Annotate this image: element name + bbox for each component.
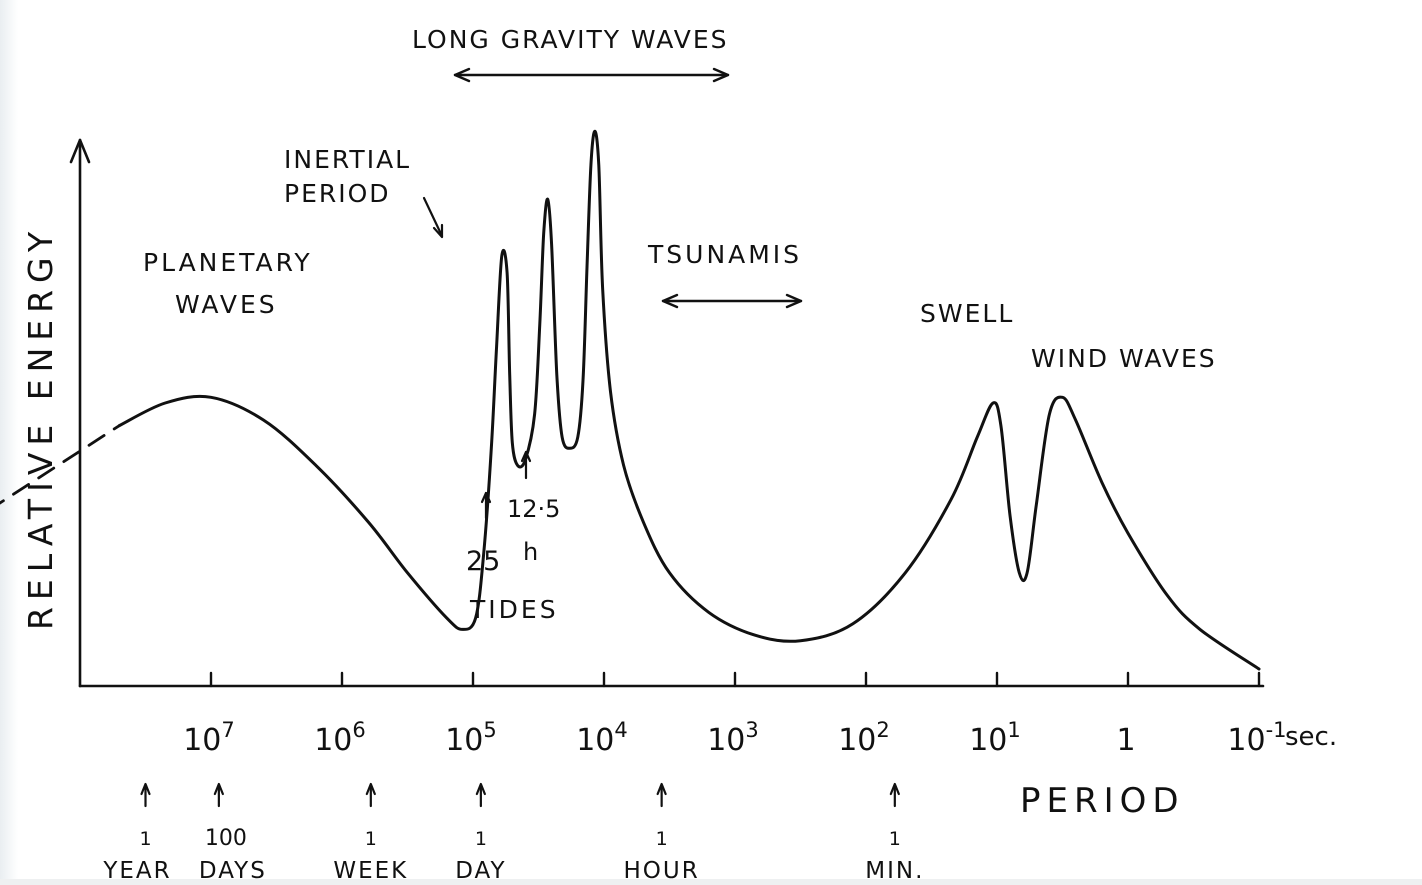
- tide-12-5h-pointer: [520, 450, 532, 480]
- x-unit-label: sec.: [1285, 722, 1337, 752]
- wind-waves-label: WIND WAVES: [1031, 344, 1217, 373]
- time-marker-label: HOUR: [624, 858, 700, 884]
- pointer-head: [520, 450, 532, 463]
- time-marker-arrowhead: [889, 782, 900, 796]
- arrow-head-right: [785, 293, 803, 309]
- time-marker-arrowhead: [213, 782, 224, 796]
- axes: [69, 138, 1265, 688]
- arrow-head-right: [712, 67, 730, 83]
- tide-12-5-label: 12·5: [507, 495, 560, 523]
- x-tick-label: 103: [707, 718, 759, 758]
- time-marker-value: 1: [365, 828, 377, 850]
- tide-25h-pointer: [480, 491, 492, 520]
- tsunamis-label: TSUNAMIS: [647, 240, 802, 269]
- x-tick-exponent: 1: [1007, 718, 1020, 742]
- tide-hours-unit-label: h: [523, 538, 538, 566]
- time-marker-label: DAY: [455, 858, 506, 884]
- x-tick-label: 107: [183, 718, 235, 758]
- time-marker: 1 HOUR: [624, 782, 700, 884]
- pointer-head: [480, 491, 492, 504]
- time-marker: 1 DAY: [455, 782, 506, 884]
- x-tick-exponent: 7: [221, 718, 234, 742]
- time-marker-label: WEEK: [333, 858, 408, 884]
- time-marker-value: 1: [889, 828, 901, 850]
- x-tick-label: 105: [445, 718, 497, 758]
- time-marker-arrowhead: [365, 782, 376, 796]
- pointer-shaft: [422, 196, 444, 238]
- x-tick-label: 101: [969, 718, 1021, 758]
- time-marker: 1 YEAR: [102, 782, 171, 884]
- time-marker-value: 1: [139, 828, 151, 850]
- scan-edge-shading: [0, 0, 18, 885]
- x-tick-label: 102: [838, 718, 890, 758]
- inertial-period-pointer: [422, 196, 444, 239]
- tsunamis-arrow: [661, 293, 803, 309]
- y-axis-arrowhead: [69, 138, 91, 164]
- arrow-head-left: [453, 67, 471, 83]
- time-marker: 100 DAYS: [199, 782, 267, 884]
- long-gravity-waves-arrow: [453, 67, 730, 83]
- time-marker-arrowhead: [140, 782, 151, 796]
- x-tick-label: 10-1: [1227, 718, 1286, 758]
- time-marker-label: DAYS: [199, 858, 267, 884]
- x-tick-exponent: 6: [352, 718, 365, 742]
- long-gravity-waves-label: LONG GRAVITY WAVES: [412, 25, 729, 54]
- time-marker: 1 WEEK: [333, 782, 408, 884]
- x-tick-exponent: 5: [483, 718, 496, 742]
- tide-25-label: 25: [466, 546, 500, 577]
- x-tick-exponent: -1: [1266, 718, 1287, 742]
- scan-bottom-shading: [0, 879, 1422, 885]
- arrow-head-left: [661, 293, 679, 309]
- planetary-waves-label-line2: WAVES: [175, 290, 278, 319]
- time-marker-value: 1: [475, 828, 487, 850]
- x-tick-exponent: 4: [614, 718, 627, 742]
- time-marker-label: YEAR: [102, 858, 171, 884]
- time-marker-label: MIN.: [865, 858, 924, 884]
- x-axis-label: PERIOD: [1020, 781, 1185, 821]
- y-axis-label: RELATIVE ENERGY: [21, 225, 60, 630]
- time-markers: 1 YEAR 100 DAYS 1 WEEK 1 DAY 1 HOUR 1 MIN.: [102, 782, 924, 884]
- tides-label: TIDES: [469, 595, 559, 624]
- time-marker-value: 100: [205, 826, 247, 851]
- x-tick-exponent: 3: [745, 718, 758, 742]
- pointer-head: [432, 223, 444, 239]
- inertial-period-label-line1: INERTIAL: [284, 145, 411, 174]
- x-tick-exponent: 2: [876, 718, 889, 742]
- inertial-period-label-line2: PERIOD: [284, 179, 391, 208]
- planetary-waves-label-line1: PLANETARY: [143, 248, 313, 277]
- x-tick-label: 104: [576, 718, 628, 758]
- spectrum-curve: [117, 129, 1261, 671]
- x-tick-label: 1: [1116, 723, 1135, 758]
- swell-label: SWELL: [920, 299, 1014, 328]
- x-tick-labels: 107 106 105 104 103 102 101 1 10-1: [183, 718, 1286, 758]
- time-marker-arrowhead: [656, 782, 667, 796]
- time-marker-value: 1: [656, 828, 668, 850]
- annotations: LONG GRAVITY WAVES INERTIAL PERIOD PLANE…: [143, 25, 1217, 624]
- x-ticks: [209, 671, 1261, 688]
- x-tick-label: 106: [314, 718, 366, 758]
- spectrum-curve-extrapolated: [0, 424, 121, 505]
- time-marker-arrowhead: [475, 782, 486, 796]
- time-marker: 1 MIN.: [865, 782, 924, 884]
